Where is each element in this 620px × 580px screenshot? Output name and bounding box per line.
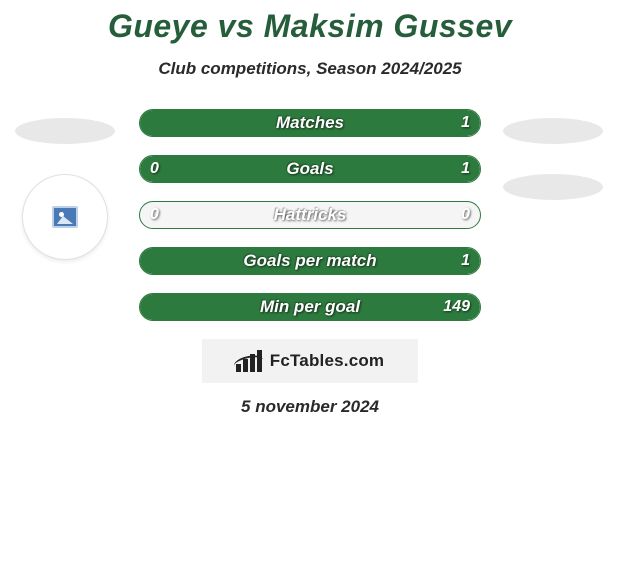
- bar-right-fill: [140, 248, 480, 274]
- stat-bar-row: 1Matches: [139, 109, 481, 137]
- bar-value-left: 0: [150, 202, 159, 228]
- bar-value-left: 0: [150, 156, 159, 182]
- bar-label: Hattricks: [140, 202, 480, 228]
- bar-value-right: 149: [443, 294, 470, 320]
- bar-value-right: 0: [461, 202, 470, 228]
- stat-bar-row: 0 0Hattricks: [139, 201, 481, 229]
- subtitle: Club competitions, Season 2024/2025: [0, 59, 620, 79]
- avatar-circle: [22, 174, 108, 260]
- logo-box: FcTables.com: [202, 339, 418, 383]
- left-player-avatar: [15, 174, 115, 260]
- bar-value-right: 1: [461, 110, 470, 136]
- bar-right-fill: [201, 156, 480, 182]
- bar-right-fill: [140, 294, 480, 320]
- right-player-ellipse: [503, 118, 603, 144]
- stat-bar-row: 1Goals per match: [139, 247, 481, 275]
- right-player-column: [498, 118, 608, 230]
- stat-bars-container: 1Matches01Goals00Hattricks1Goals per mat…: [139, 109, 481, 321]
- bar-right-fill: [140, 110, 480, 136]
- right-player-ellipse: [503, 174, 603, 200]
- left-player-ellipse: [15, 118, 115, 144]
- stat-bar-row: 149Min per goal: [139, 293, 481, 321]
- logo-text: FcTables.com: [270, 351, 385, 371]
- bar-value-right: 1: [461, 156, 470, 182]
- date-text: 5 november 2024: [0, 397, 620, 417]
- bar-value-right: 1: [461, 248, 470, 274]
- stat-bar-row: 01Goals: [139, 155, 481, 183]
- page-title: Gueye vs Maksim Gussev: [0, 0, 620, 45]
- fctables-bars-icon: [236, 350, 264, 372]
- image-placeholder-icon: [52, 206, 78, 228]
- left-player-column: [10, 118, 120, 260]
